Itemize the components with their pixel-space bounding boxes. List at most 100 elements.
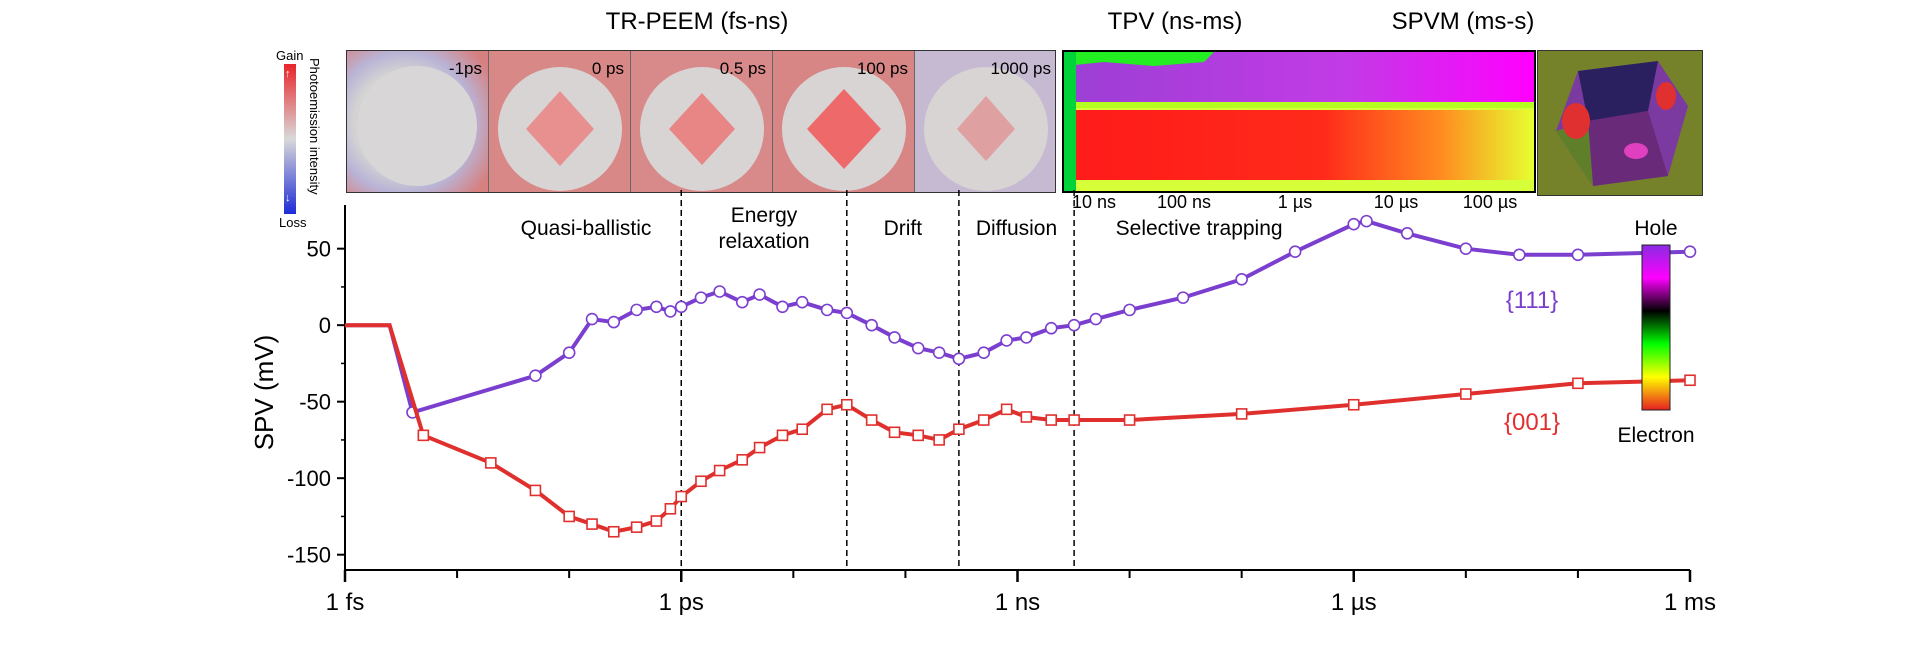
tpv-tick-1us: 1 µs xyxy=(1277,192,1313,212)
data-point xyxy=(1020,411,1033,423)
peem-frame-5-image xyxy=(915,51,1055,192)
data-point xyxy=(795,295,809,309)
data-point xyxy=(607,525,620,538)
tpv-tick-100us: 100 µs xyxy=(1462,192,1518,212)
peem-frame-1: -1ps xyxy=(347,51,489,192)
data-point xyxy=(1176,291,1190,304)
data-point xyxy=(1235,272,1248,286)
peem-frame-1-image xyxy=(347,51,488,192)
data-point xyxy=(735,295,749,309)
data-point xyxy=(1347,398,1360,411)
tpv-heatmap xyxy=(1064,52,1534,191)
peem-frame-2: 0 ps xyxy=(489,51,631,192)
data-point xyxy=(840,306,854,320)
region-label: Selective trapping xyxy=(1116,217,1283,240)
data-point xyxy=(1288,245,1302,259)
peem-frame-5: 1000 ps xyxy=(915,51,1055,192)
series-line xyxy=(345,323,1691,534)
spvm-crystal xyxy=(1538,51,1702,195)
chart-axes: 50 0 -50 -100 -150 SPV (mV) 1 fs 1 ps 1 ns 1 µs 1 … xyxy=(249,205,1716,616)
data-point xyxy=(563,510,575,523)
data-point xyxy=(1045,414,1058,426)
peem-frame-2-image xyxy=(489,51,630,192)
data-point xyxy=(1360,214,1373,228)
data-point xyxy=(630,303,643,317)
data-point xyxy=(888,426,901,439)
region-label: Drift xyxy=(884,217,923,240)
data-point xyxy=(977,346,991,360)
data-point xyxy=(865,318,878,332)
colorbar-electron-label: Electron xyxy=(1617,424,1694,447)
data-point xyxy=(1347,217,1361,231)
peem-colorbar-loss-label: Loss xyxy=(279,215,307,230)
data-point xyxy=(1460,388,1472,400)
chart-series xyxy=(345,214,1697,538)
data-point xyxy=(529,484,542,497)
chart-colorbar: Hole Electron xyxy=(1617,217,1694,447)
data-point xyxy=(694,291,708,304)
spvm-image xyxy=(1537,50,1703,196)
peem-frame-3: 0.5 ps xyxy=(631,51,773,192)
peem-frame-3-label: 0.5 ps xyxy=(719,59,766,78)
data-point xyxy=(1571,248,1585,262)
data-point xyxy=(776,429,789,442)
data-point xyxy=(753,441,766,454)
data-point xyxy=(952,352,966,366)
data-point xyxy=(776,300,789,314)
series-line xyxy=(345,219,1691,415)
tpv-tick-100ns: 100 ns xyxy=(1156,192,1212,212)
x-tick-label: 1 ps xyxy=(659,589,704,616)
data-point xyxy=(736,454,749,466)
peem-colorbar-gain-label: Gain xyxy=(276,48,304,63)
data-point xyxy=(841,398,853,411)
data-point xyxy=(820,303,834,317)
region-label: Quasi-ballistic xyxy=(521,217,652,240)
data-point xyxy=(1000,403,1013,416)
data-point xyxy=(1684,374,1696,387)
data-point xyxy=(1400,227,1414,240)
data-point xyxy=(586,518,598,530)
data-point xyxy=(753,288,766,301)
data-point xyxy=(796,423,809,436)
data-point xyxy=(1067,318,1081,332)
series-label-111: {111} xyxy=(1506,287,1559,314)
data-point xyxy=(821,403,833,416)
data-point xyxy=(562,346,576,360)
hole-electron-colorbar xyxy=(1641,244,1671,411)
data-point xyxy=(664,502,677,515)
series-111 xyxy=(345,214,1697,419)
data-point xyxy=(529,369,542,382)
tpv-tick-10ns: 10 ns xyxy=(1071,192,1117,212)
data-point xyxy=(865,414,878,426)
data-point xyxy=(1123,414,1136,426)
data-point xyxy=(911,341,925,355)
data-point xyxy=(1044,321,1058,335)
data-point xyxy=(650,300,663,314)
tr-peem-title: TR-PEEM (fs-ns) xyxy=(605,8,789,35)
data-point xyxy=(1683,245,1697,259)
data-point xyxy=(1020,331,1033,344)
data-point xyxy=(664,305,677,318)
data-point xyxy=(888,331,901,344)
chart-labels: Quasi-ballistic Energy relaxation Drift Diff… xyxy=(521,204,1560,436)
x-tick-label: 1 ms xyxy=(1664,589,1716,616)
x-tick-label: 1 ns xyxy=(995,589,1040,616)
colorbar-hole-label: Hole xyxy=(1634,217,1677,240)
data-point xyxy=(953,423,965,436)
data-point xyxy=(977,414,990,426)
peem-frame-4-label: 100 ps xyxy=(856,59,908,78)
peem-frame-5-label: 1000 ps xyxy=(990,59,1052,78)
spvm-title: SPVM (ms-s) xyxy=(1391,8,1535,35)
peem-frame-1-label: -1ps xyxy=(448,59,482,78)
x-tick-label: 1 fs xyxy=(326,589,365,616)
data-point xyxy=(1572,377,1584,390)
data-point xyxy=(933,434,945,446)
tr-peem-image-strip: -1ps 0 ps 0.5 ps 100 ps xyxy=(346,50,1056,193)
data-point xyxy=(1068,414,1080,426)
data-point xyxy=(1123,303,1136,317)
chart-regions xyxy=(680,190,1075,570)
data-point xyxy=(695,475,707,488)
tpv-tick-10us: 10 µs xyxy=(1373,192,1419,212)
